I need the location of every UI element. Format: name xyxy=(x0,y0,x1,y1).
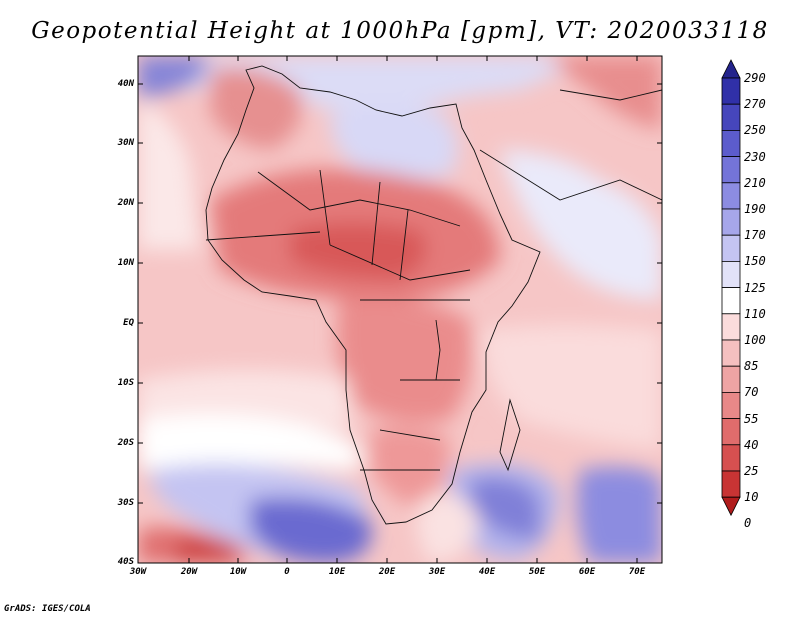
colorbar-level-label: 0 xyxy=(744,516,752,531)
colorbar-level-label: 70 xyxy=(744,385,759,400)
colorbar-level-label: 190 xyxy=(744,202,766,216)
lon-label: 30W xyxy=(129,567,147,577)
colorbar-level-label: 85 xyxy=(744,359,759,374)
colorbar-level-label: 290 xyxy=(744,71,766,85)
colorbar-swatch xyxy=(721,365,741,393)
lat-ticks xyxy=(138,83,662,504)
lon-label: 70E xyxy=(628,567,646,577)
colorbar-swatch xyxy=(721,103,741,131)
colorbar-swatch xyxy=(721,129,741,157)
lat-label: 30S xyxy=(117,498,134,508)
lon-label: 10W xyxy=(229,567,247,577)
colorbar-arrow-top xyxy=(721,59,741,79)
colorbar-swatch xyxy=(721,418,741,446)
colorbar-swatch xyxy=(721,444,741,472)
colorbar-swatch xyxy=(721,182,741,210)
credit-text: GrADS: IGES/COLA xyxy=(4,604,91,614)
colorbar-level-label: 125 xyxy=(744,280,766,295)
lat-label: 20N xyxy=(117,198,134,208)
lat-label: 30N xyxy=(117,138,134,148)
colorbar-level-label: 150 xyxy=(744,254,766,269)
lon-label: 10E xyxy=(328,567,346,577)
colorbar-swatch xyxy=(721,313,741,341)
lon-label: 20E xyxy=(378,567,396,577)
height-field xyxy=(138,56,662,563)
colorbar-swatch xyxy=(721,391,741,419)
map-title: Geopotential Height at 1000hPa [gpm], VT… xyxy=(31,18,769,44)
lat-label: 40N xyxy=(117,79,134,89)
lon-label: 0 xyxy=(284,567,290,577)
colorbar-swatch xyxy=(721,260,741,288)
colorbar-level-label: 25 xyxy=(744,464,759,478)
colorbar-swatch xyxy=(721,234,741,262)
colorbar-level-label: 170 xyxy=(744,228,766,243)
lat-label: 10N xyxy=(117,258,134,268)
colorbar-swatch xyxy=(721,339,741,367)
lon-label: 60E xyxy=(578,567,596,577)
colorbar-level-label: 40 xyxy=(744,437,759,452)
colorbar-level-label: 10 xyxy=(744,490,759,505)
lon-ticks xyxy=(188,56,638,563)
colorbar-swatch xyxy=(721,156,741,184)
colorbar-level-label: 270 xyxy=(744,97,766,112)
colorbar-level-label: 100 xyxy=(744,333,766,347)
colorbar-level-label: 250 xyxy=(744,123,766,138)
colorbar-swatch xyxy=(721,287,741,315)
lat-label: 40S xyxy=(117,557,134,567)
lat-label: EQ xyxy=(123,318,134,328)
lon-label: 30E xyxy=(428,567,446,577)
map-frame xyxy=(137,55,663,564)
colorbar-swatch xyxy=(721,208,741,236)
colorbar-swatch xyxy=(721,77,741,105)
colorbar-level-label: 110 xyxy=(744,306,766,321)
colorbar-arrow-bottom xyxy=(721,496,741,517)
lon-label: 20W xyxy=(180,567,198,577)
lon-label: 40E xyxy=(478,567,496,577)
lat-label: 20S xyxy=(117,438,134,448)
colorbar xyxy=(721,59,741,517)
colorbar-level-label: 230 xyxy=(744,149,766,164)
lat-label: 10S xyxy=(117,378,134,388)
colorbar-swatch xyxy=(721,470,741,498)
lon-label: 50E xyxy=(528,567,546,577)
colorbar-level-label: 210 xyxy=(744,175,766,190)
colorbar-level-label: 55 xyxy=(744,411,759,426)
